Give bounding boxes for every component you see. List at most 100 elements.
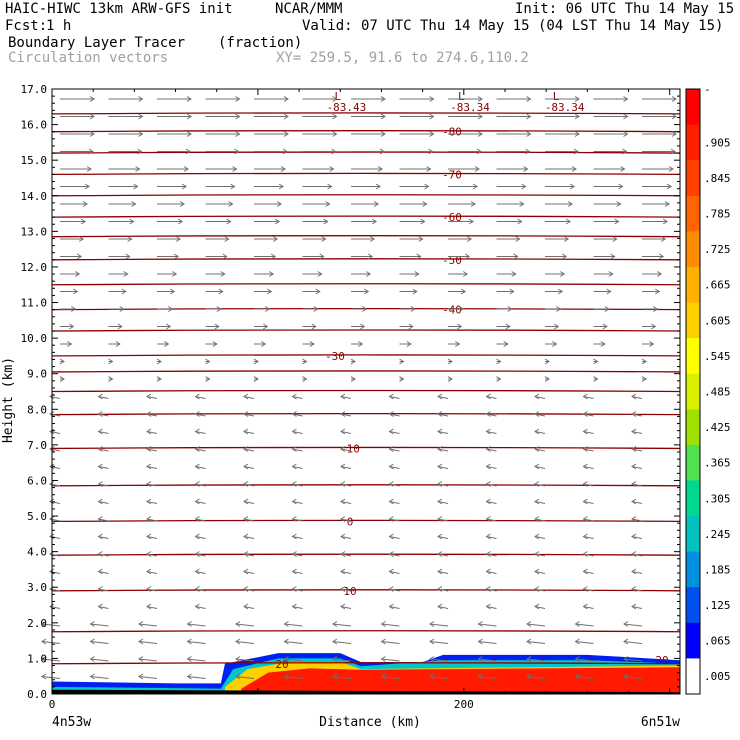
vector-arrow [575,676,594,679]
vector-arrowhead [194,498,200,505]
vector-arrowhead [133,183,139,190]
vector-arrowhead [49,446,55,452]
vector-arrowhead [156,376,162,382]
vector-arrowhead [183,166,189,172]
isotherm-line [51,194,681,197]
vector-arrowhead [496,358,502,365]
vector-arrowhead [388,498,394,505]
vector-arrow [332,676,352,679]
vector-arrowhead [138,638,144,645]
colorbar-label: .785 [704,208,731,221]
vector-arrowhead [631,603,637,610]
colorbar-label: .005 [704,670,731,683]
vector-arrow [340,606,352,609]
vector-arrowhead [214,323,220,330]
vector-arrowhead [186,638,192,645]
vector-arrowhead [477,131,483,137]
vector-arrowhead [243,603,249,610]
vector-arrowhead [523,166,529,172]
vector-arrow [486,571,497,574]
vector-arrow [292,588,303,592]
vector-arrowhead [194,393,200,400]
vector-arrowhead [367,253,374,260]
vector-arrow [98,483,109,487]
vector-arrow [340,466,352,469]
vector-arrowhead [380,656,386,662]
vector-arrow [437,571,449,574]
vector-arrow [187,676,206,679]
vector-arrow [478,658,497,662]
vector-arrowhead [470,201,477,207]
vector-arrowhead [194,411,200,417]
vector-arrowhead [280,166,286,172]
colorbar-label: .425 [704,421,731,434]
vector-arrow [389,536,400,539]
vector-arrow [98,413,109,417]
vector-arrowhead [623,621,629,627]
vector-arrowhead [146,498,152,505]
vector-arrowhead [534,411,540,417]
vector-arrowhead [243,481,249,487]
vector-arrow [389,448,400,452]
vector-arrowhead [168,306,174,312]
vector-arrowhead [146,603,152,610]
vector-arrow [631,588,643,592]
vector-arrow [486,396,497,399]
vector-arrowhead [309,341,315,347]
vector-arrowhead [388,551,394,557]
vector-arrowhead [194,428,200,435]
vector-arrowhead [194,603,200,610]
vector-arrowhead [291,551,297,557]
vector-arrowhead [369,236,376,242]
vector-arrowhead [485,481,491,487]
vector-arrow [534,518,546,522]
vector-arrowhead [513,253,519,260]
vector-arrow [478,623,497,627]
vector-arrow [583,588,594,592]
vector-arrow [381,623,400,627]
vector-arrowhead [332,113,338,120]
vector-arrow [437,466,449,469]
vector-arrowhead [437,428,443,435]
vector-arrowhead [186,621,192,627]
vector-arrowhead [631,516,637,522]
vector-arrow [623,676,643,679]
vector-arrowhead [272,236,279,242]
isotherm-line [51,389,681,393]
vector-arrow [583,413,594,417]
vector-arrowhead [371,218,378,225]
vector-arrowhead [97,428,103,435]
vector-arrowhead [108,376,114,382]
colorbar-swatch [686,587,700,624]
vector-arrowhead [41,656,47,662]
vector-arrowhead [388,463,394,470]
plot-area: 20100-10-30-40-50-60-70-8020L-83.43L-83.… [41,90,681,694]
vector-arrow [292,396,303,399]
vector-arrow [146,588,158,592]
vector-arrowhead [379,148,385,155]
colorbar: - .905 .845 .785 .725 .665 .605 .545 .485 .425 .36… [685,83,731,695]
vector-arrow [583,606,594,609]
vector-arrow [195,431,206,434]
vector-arrow [437,431,449,434]
vector-arrow [381,676,400,679]
isotherm-line [51,172,681,176]
colorbar-label: .545 [704,350,731,363]
y-tick-label: 17.0 [21,83,48,96]
isotherm-line [51,258,681,261]
vector-arrow [284,676,303,679]
colorbar-label: .185 [704,563,731,576]
vector-arrow [486,413,497,417]
vector-arrowhead [325,201,331,207]
vector-arrowhead [89,673,95,680]
vector-arrowhead [263,323,269,330]
low-center-marker: L [458,90,465,103]
vector-arrowhead [97,533,103,540]
colorbar-swatch [686,516,700,553]
vector-arrowhead [437,586,443,592]
vector-arrowhead [194,586,200,592]
vector-arrowhead [327,183,333,190]
isotherm-line [51,215,681,218]
vector-arrowhead [350,358,356,365]
vector-arrowhead [477,638,483,645]
